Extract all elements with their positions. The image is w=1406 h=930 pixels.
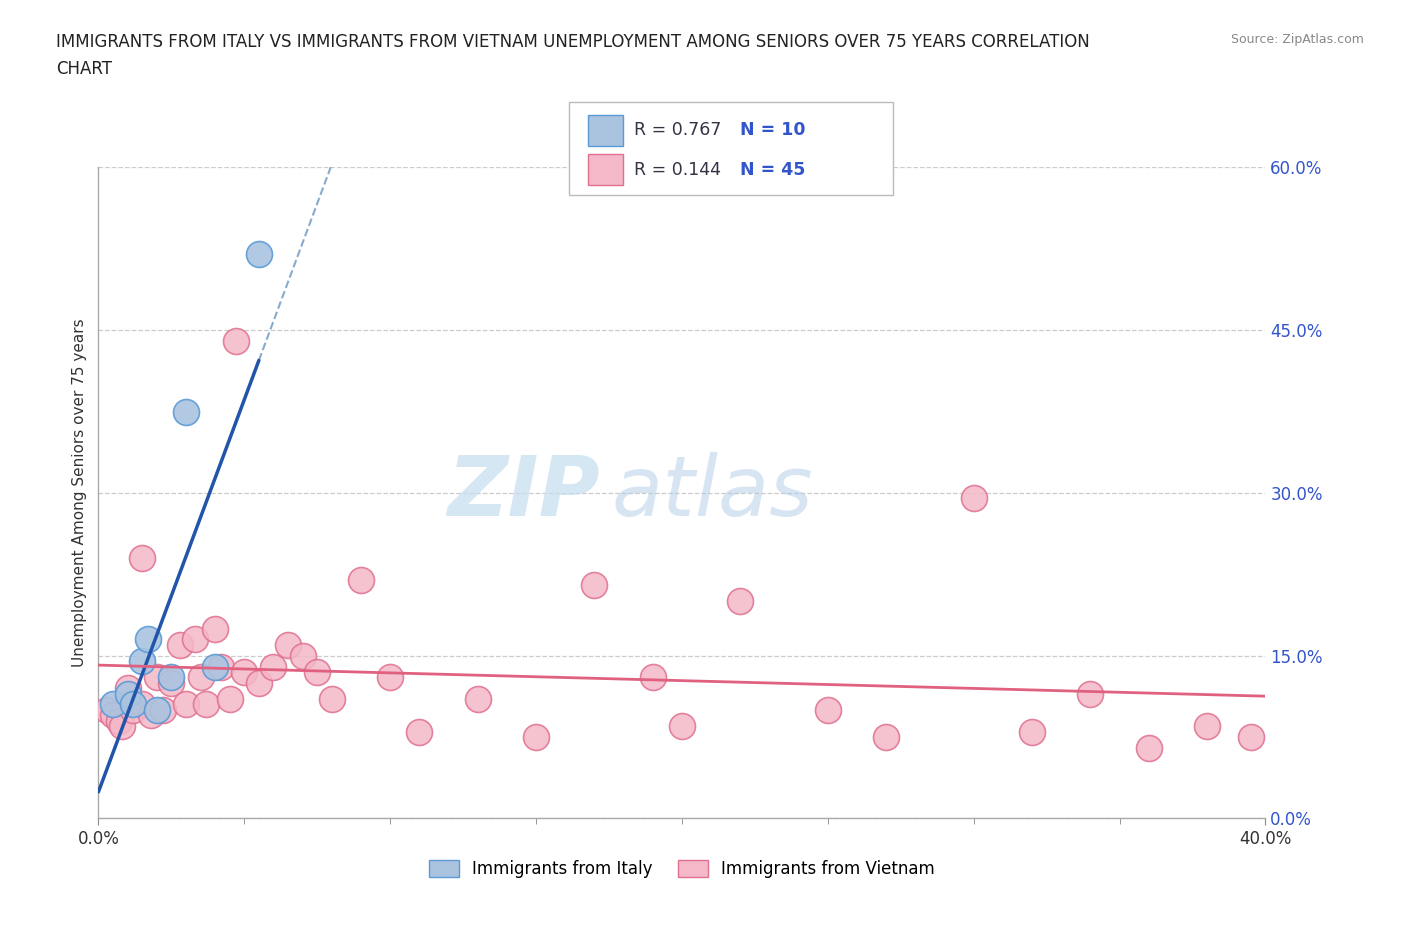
Point — [262, 659, 284, 674]
Point — [131, 698, 153, 712]
Point — [139, 708, 162, 723]
Point — [160, 675, 183, 690]
Point — [321, 692, 343, 707]
Point — [350, 572, 373, 587]
Point — [378, 670, 402, 684]
Point — [1021, 724, 1043, 739]
Point — [817, 702, 839, 717]
Point — [277, 637, 299, 652]
Point — [641, 670, 664, 684]
Point — [96, 702, 118, 717]
Point — [122, 702, 145, 717]
Point — [583, 578, 606, 592]
Point — [183, 632, 205, 647]
Point — [152, 702, 174, 717]
Point — [204, 659, 226, 674]
Point — [195, 698, 218, 712]
Point — [671, 719, 693, 734]
Point — [190, 670, 212, 684]
Text: Source: ZipAtlas.com: Source: ZipAtlas.com — [1230, 33, 1364, 46]
Point — [1195, 719, 1218, 734]
Point — [131, 654, 153, 669]
Point — [247, 675, 270, 690]
Point — [233, 665, 256, 680]
Point — [408, 724, 430, 739]
Point — [1080, 686, 1102, 701]
Text: IMMIGRANTS FROM ITALY VS IMMIGRANTS FROM VIETNAM UNEMPLOYMENT AMONG SENIORS OVER: IMMIGRANTS FROM ITALY VS IMMIGRANTS FROM… — [56, 33, 1090, 50]
Point — [117, 681, 139, 696]
Point — [146, 670, 169, 684]
Point — [1137, 740, 1160, 755]
Point — [117, 686, 139, 701]
Text: R = 0.144: R = 0.144 — [634, 161, 721, 179]
Point — [524, 730, 547, 745]
Text: N = 45: N = 45 — [740, 161, 804, 179]
Point — [728, 594, 751, 609]
Point — [131, 551, 153, 565]
Point — [467, 692, 489, 707]
Point — [962, 491, 984, 506]
Point — [169, 637, 191, 652]
Legend: Immigrants from Italy, Immigrants from Vietnam: Immigrants from Italy, Immigrants from V… — [422, 854, 942, 885]
Point — [247, 246, 270, 261]
Text: atlas: atlas — [612, 452, 814, 534]
Point — [307, 665, 329, 680]
Point — [174, 405, 197, 419]
Point — [225, 334, 247, 349]
Text: N = 10: N = 10 — [740, 122, 806, 140]
Text: R = 0.767: R = 0.767 — [634, 122, 721, 140]
Point — [160, 670, 183, 684]
Point — [101, 708, 124, 723]
Point — [111, 719, 134, 734]
Point — [291, 648, 314, 663]
Point — [218, 692, 240, 707]
Point — [204, 621, 226, 636]
Text: ZIP: ZIP — [447, 452, 600, 534]
Point — [108, 713, 131, 728]
Point — [136, 632, 159, 647]
Y-axis label: Unemployment Among Seniors over 75 years: Unemployment Among Seniors over 75 years — [72, 319, 87, 667]
Point — [1240, 730, 1263, 745]
Point — [146, 702, 169, 717]
Point — [209, 659, 232, 674]
Point — [101, 698, 124, 712]
Point — [174, 698, 197, 712]
Text: CHART: CHART — [56, 60, 112, 78]
Point — [122, 698, 145, 712]
Point — [875, 730, 897, 745]
